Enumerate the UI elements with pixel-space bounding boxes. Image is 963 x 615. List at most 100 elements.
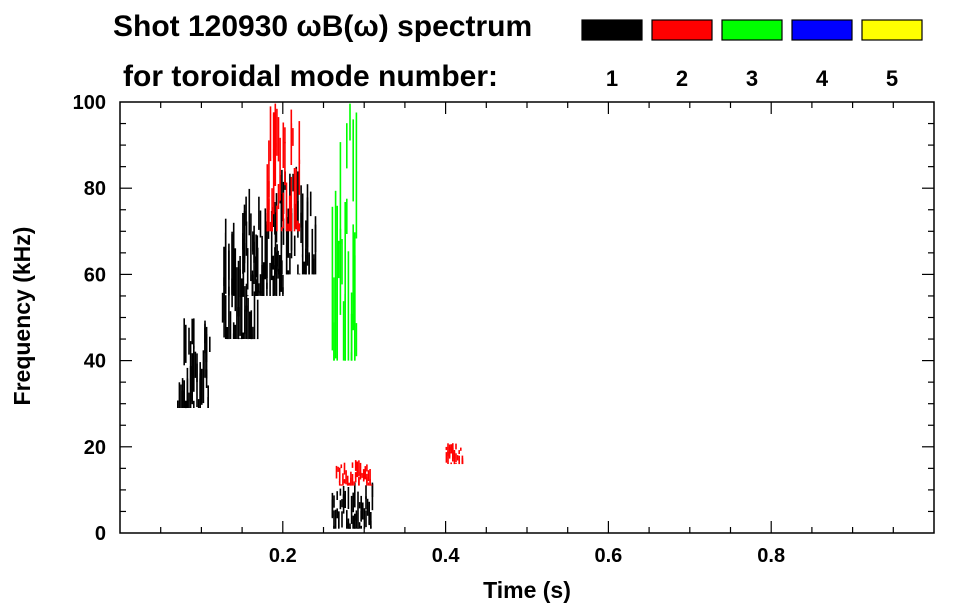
- spectrum-streak: [366, 498, 369, 516]
- spectrum-streak: [276, 108, 278, 156]
- spectrum-streak: [268, 140, 270, 210]
- spectrum-streak: [447, 443, 449, 456]
- spectrum-streak: [277, 184, 280, 210]
- spectrum-streak: [366, 464, 368, 472]
- spectrum-streak: [347, 487, 350, 509]
- spectrum-streak: [202, 350, 205, 404]
- spectrum-streak: [334, 509, 337, 529]
- spectrum-streak: [461, 455, 464, 464]
- spectrum-streak: [185, 324, 187, 363]
- spectrum-streak: [458, 450, 460, 454]
- spectrum-streak: [268, 198, 270, 232]
- spectrum-streak: [196, 363, 198, 407]
- spectrum-streak: [350, 495, 353, 524]
- y-tick-label: 60: [84, 264, 106, 286]
- spectrum-streak: [303, 261, 306, 275]
- spectrum-streak: [367, 470, 370, 482]
- spectrum-streak: [365, 496, 367, 510]
- spectrum-streak: [282, 274, 284, 294]
- spectrum-streak: [259, 210, 262, 238]
- spectrum-region-mode-1-2: [242, 188, 284, 296]
- spectrum-streak: [295, 168, 297, 229]
- spectrum-streak: [285, 245, 288, 275]
- spectrum-streak: [313, 254, 315, 275]
- spectrum-streak: [346, 123, 348, 169]
- spectrum-streak: [234, 248, 237, 312]
- spectrum-streak: [452, 455, 454, 462]
- spectrum-streak: [298, 223, 301, 232]
- y-tick-label: 0: [95, 523, 106, 545]
- spectrum-streak: [360, 525, 362, 529]
- spectrum-streak: [354, 513, 356, 529]
- spectrum-streak: [358, 522, 361, 529]
- y-tick-label: 20: [84, 437, 106, 459]
- spectrum-streak: [276, 205, 278, 232]
- spectrum-streak: [237, 307, 240, 340]
- spectrum-streak: [298, 273, 301, 275]
- spectrum-streak: [308, 252, 310, 275]
- spectrum-streak: [339, 500, 342, 510]
- spectrum-streak: [341, 511, 343, 528]
- spectrum-streak: [453, 451, 456, 465]
- spectrum-streak: [205, 369, 208, 388]
- spectrum-streak: [305, 248, 307, 275]
- spectrum-streak: [353, 481, 355, 486]
- spectrum-streak: [333, 510, 335, 529]
- spectrum-streak: [356, 471, 359, 476]
- spectrum-streak: [341, 499, 343, 508]
- spectrum-streak: [343, 479, 346, 484]
- spectrum-streak: [344, 202, 346, 361]
- spectrum-streak: [248, 222, 251, 236]
- spectrum-streak: [356, 461, 359, 474]
- spectrum-streak: [274, 212, 277, 275]
- spectrum-streak: [271, 188, 273, 232]
- chart-title-line2: for toroidal mode number:: [123, 60, 498, 93]
- spectrum-streak: [349, 523, 351, 529]
- spectrum-streak: [228, 286, 230, 340]
- spectrum-streak: [349, 103, 351, 141]
- legend-swatch-mode-3: [721, 19, 783, 41]
- spectrum-streak: [277, 268, 280, 275]
- spectrum-streak: [193, 318, 195, 349]
- spectrum-streak: [354, 232, 356, 361]
- spectrum-streak: [282, 218, 285, 245]
- spectrum-streak: [282, 287, 284, 296]
- spectrum-streak: [350, 292, 353, 361]
- spectrum-streak: [284, 127, 286, 144]
- spectrum-streak: [232, 322, 235, 339]
- spectrum-streak: [314, 224, 317, 275]
- spectrum-streak: [336, 205, 338, 347]
- spectrum-streak: [232, 222, 235, 296]
- spectrum-streak: [354, 526, 356, 529]
- spectrum-streak: [204, 327, 206, 344]
- spectrum-streak: [239, 256, 241, 336]
- spectrum-streak: [274, 251, 277, 275]
- spectrum-streak: [349, 527, 351, 529]
- spectrum-streak: [181, 390, 184, 408]
- spectrum-streak: [281, 169, 283, 211]
- spectrum-streak: [455, 463, 457, 464]
- spectrum-streak: [247, 298, 249, 340]
- spectrum-streak: [336, 508, 338, 519]
- spectrum-streak: [259, 291, 262, 296]
- spectrum-streak: [193, 400, 195, 408]
- spectrum-streak: [333, 322, 335, 361]
- spectrum-streak: [359, 462, 362, 468]
- x-tick-label: 0.8: [757, 545, 785, 567]
- spectrum-streak: [455, 453, 457, 463]
- spectrum-streak: [183, 380, 185, 408]
- spectrum-streak: [281, 260, 283, 275]
- spectrum-streak: [447, 451, 449, 464]
- spectrum-streak: [266, 164, 269, 212]
- spectrum-streak: [207, 385, 209, 408]
- spectrum-streak: [297, 171, 299, 230]
- x-axis-label: Time (s): [483, 577, 571, 603]
- spectrum-streak: [272, 149, 275, 215]
- spectrum-streak: [240, 329, 243, 340]
- spectrum-streak: [245, 283, 248, 312]
- spectrum-streak: [183, 318, 185, 366]
- spectrum-streak: [289, 253, 291, 275]
- spectrum-streak: [209, 336, 211, 352]
- spectrum-region-mode-2-8: [445, 443, 464, 465]
